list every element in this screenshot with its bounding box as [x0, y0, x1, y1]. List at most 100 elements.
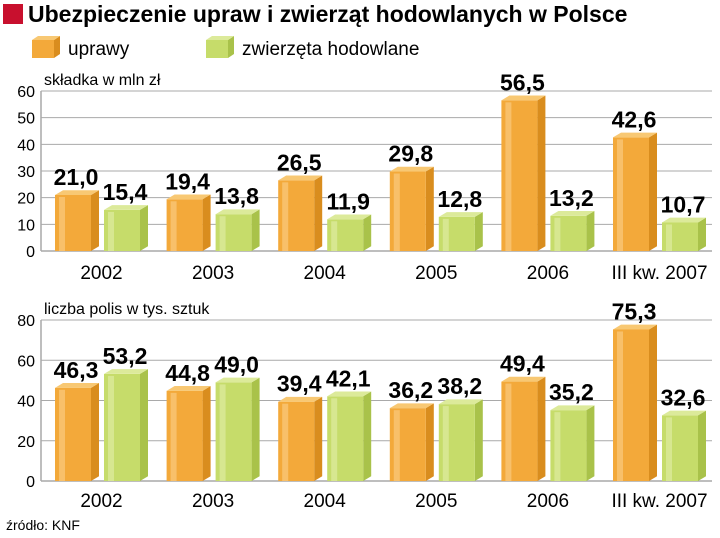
premium-value-label: 56,5: [500, 69, 545, 95]
premium-ytick-label: 60: [17, 84, 35, 101]
policies-bar-livestock-side: [140, 369, 148, 481]
chart-title: Ubezpieczenie upraw i zwierząt hodowlany…: [28, 1, 627, 27]
premium-bar-livestock-top: [327, 214, 372, 220]
premium-category-label: 2006: [527, 263, 569, 284]
policies-bar-crops-top: [501, 376, 546, 382]
policies-bar-crops-side: [202, 386, 211, 481]
policies-category-label: 2004: [304, 491, 347, 512]
premium-bar-crops-side: [649, 132, 657, 251]
premium-value-label: 13,8: [214, 183, 259, 209]
legend: uprawy zwierzęta hodowlane: [32, 36, 419, 60]
policies-bar-livestock-top: [327, 391, 372, 397]
legend-label-livestock: zwierzęta hodowlane: [242, 39, 419, 60]
premium-category-label: 2003: [192, 263, 234, 284]
premium-value-label: 13,2: [549, 185, 594, 211]
premium-value-label: 42,6: [612, 106, 657, 132]
premium-category-label: 2002: [80, 263, 122, 284]
premium-bar-crops-side: [202, 194, 211, 251]
legend-swatch-crops: [32, 40, 54, 58]
premium-bar-crops-highlight: [393, 173, 400, 251]
policies-bar-livestock-top: [104, 369, 148, 374]
policies-bar-crops: [278, 396, 323, 481]
policies-bar-livestock: [215, 377, 260, 481]
premium-bar-livestock-highlight: [554, 217, 561, 251]
legend-item-crops: uprawy: [32, 36, 130, 60]
premium-category-label: 2005: [415, 263, 457, 284]
premium-bar-crops: [278, 175, 323, 251]
policies-ytick-label: 80: [17, 313, 35, 330]
premium-bar-livestock-side: [586, 211, 595, 251]
policies-category-label: 2005: [415, 491, 457, 512]
policies-category-label: III kw. 2007: [611, 491, 707, 512]
legend-swatch-livestock-top: [206, 36, 234, 40]
policies-bar-crops-top: [55, 383, 99, 388]
premium-bar-crops-highlight: [170, 201, 177, 251]
policies-value-label: 75,3: [612, 298, 657, 324]
policies-bar-livestock-side: [698, 410, 706, 481]
premium-bar-crops: [613, 132, 657, 251]
policies-category-label: 2002: [80, 491, 122, 512]
legend-label-crops: uprawy: [68, 39, 130, 60]
premium-ytick-label: 30: [17, 164, 35, 181]
premium-ytick-label: 10: [17, 217, 35, 234]
premium-bar-crops-side: [537, 95, 546, 252]
premium-bar-livestock: [550, 211, 595, 251]
premium-bar-livestock-highlight: [219, 216, 226, 251]
policies-bar-crops: [55, 383, 99, 481]
premium-bar-livestock: [662, 217, 706, 251]
premium-bar-crops: [166, 194, 211, 251]
policies-bar-crops-side: [537, 376, 546, 481]
policies-bar-crops: [389, 403, 434, 481]
policies-bar-livestock-highlight: [442, 406, 449, 481]
policies-ytick-label: 20: [17, 434, 35, 451]
premium-bar-crops: [389, 166, 434, 251]
premium-bar-crops-highlight: [505, 102, 512, 251]
premium-bar-livestock-highlight: [108, 211, 114, 251]
premium-bar-livestock: [104, 205, 148, 251]
premium-ytick-label: 20: [17, 191, 35, 208]
premium-chart: składka w mln zł 0 10 20 30 40 50 60 21,015,4 20…: [17, 69, 712, 284]
premium-bar-crops-top: [278, 175, 323, 181]
policies-bar-crops-side: [314, 396, 323, 481]
premium-bar-crops-side: [91, 190, 99, 251]
policies-chart-ylabel: liczba polis w tys. sztuk: [44, 301, 210, 318]
premium-bar-livestock: [215, 209, 260, 251]
policies-bar-crops-highlight: [505, 383, 512, 481]
premium-bar-livestock-highlight: [666, 224, 672, 251]
legend-swatch-crops-top: [32, 36, 60, 40]
policies-bar-livestock-top: [550, 405, 595, 411]
policies-bar-livestock-highlight: [108, 375, 114, 481]
premium-bar-livestock: [438, 212, 483, 251]
policies-bar-crops-side: [91, 383, 99, 481]
premium-bar-livestock-side: [140, 205, 148, 251]
premium-bar-livestock-top: [550, 211, 595, 216]
premium-bar-livestock-highlight: [442, 218, 449, 251]
policies-bar-crops-highlight: [59, 389, 65, 481]
premium-bar-crops-top: [55, 190, 99, 195]
premium-bar-crops-highlight: [59, 197, 65, 251]
legend-swatch-crops-side: [54, 36, 60, 58]
premium-bar-livestock-top: [662, 217, 706, 223]
policies-bar-crops-top: [166, 386, 211, 391]
policies-category-label: 2006: [527, 491, 569, 512]
policies-bar-crops-side: [649, 324, 657, 481]
premium-value-label: 10,7: [661, 191, 706, 217]
premium-bar-crops: [501, 95, 546, 252]
policies-category-label: 2003: [192, 491, 234, 512]
policies-bar-livestock-highlight: [331, 398, 338, 481]
policies-bar-crops-highlight: [393, 410, 400, 481]
policies-bar-livestock-top: [215, 377, 260, 383]
policies-bar-livestock-highlight: [219, 384, 226, 481]
legend-item-livestock: zwierzęta hodowlane: [206, 36, 419, 60]
policies-bar-livestock: [550, 405, 595, 481]
policies-value-label: 38,2: [437, 373, 482, 399]
policies-bar-livestock-top: [662, 410, 706, 416]
premium-bar-livestock-side: [474, 212, 483, 251]
policies-bar-livestock: [104, 369, 148, 481]
policies-bar-crops-side: [425, 403, 434, 481]
premium-bar-crops-top: [613, 132, 657, 138]
policies-bar-livestock-highlight: [554, 412, 561, 481]
policies-bar-livestock-side: [586, 405, 595, 481]
